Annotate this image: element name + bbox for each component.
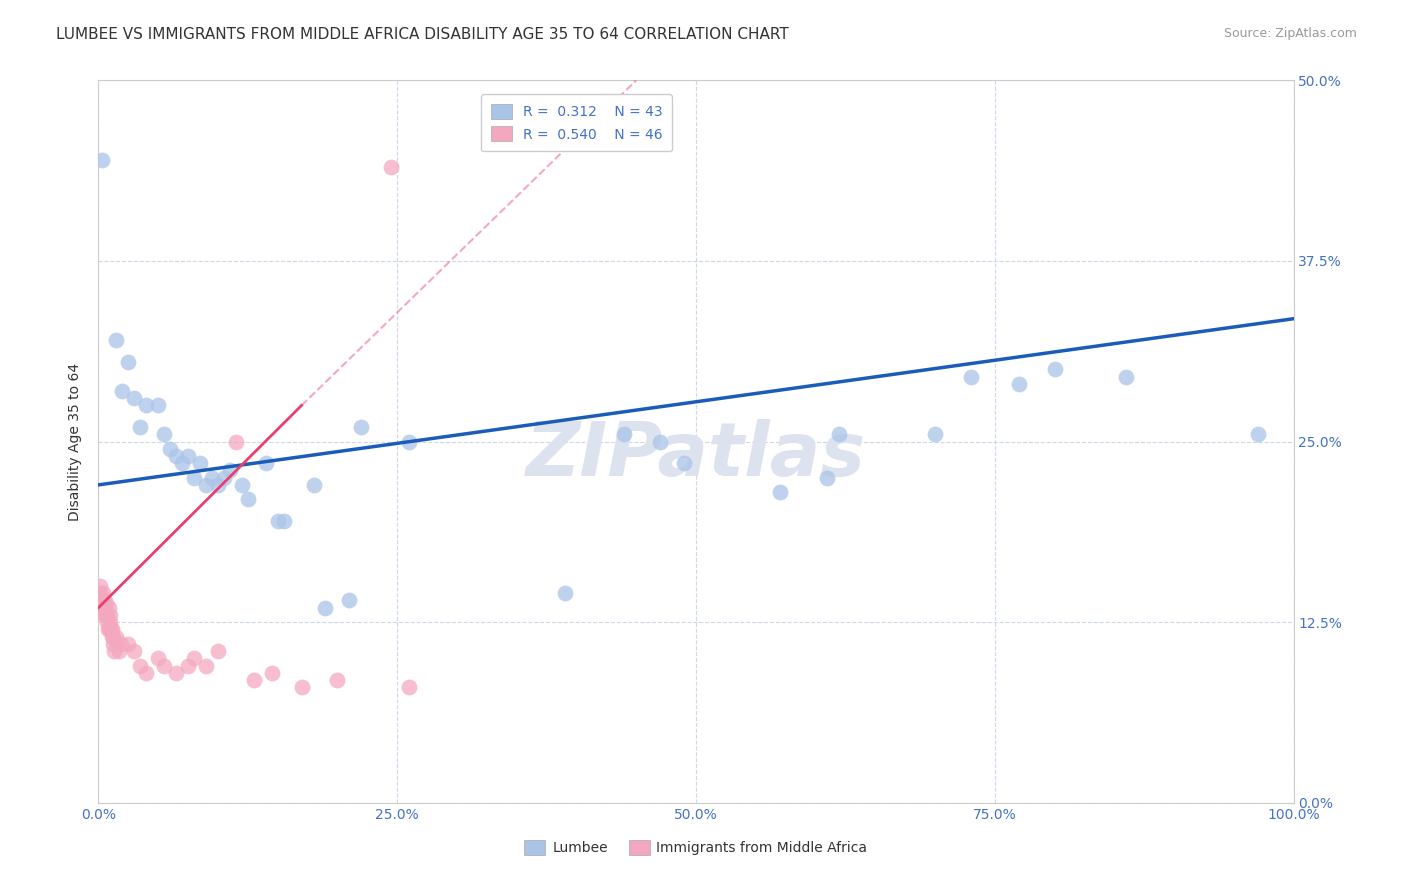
Point <box>90 596 112 610</box>
Point <box>273 514 295 528</box>
Point <box>291 680 314 694</box>
Point <box>135 398 157 412</box>
Point <box>380 160 402 174</box>
Point <box>96 607 118 622</box>
Point <box>177 658 200 673</box>
Point <box>159 442 181 456</box>
Point <box>172 456 194 470</box>
Point <box>90 593 112 607</box>
Point <box>177 449 200 463</box>
Point <box>1247 427 1270 442</box>
Point <box>148 651 170 665</box>
Point <box>105 630 128 644</box>
Point <box>124 391 146 405</box>
Point <box>129 658 152 673</box>
Point <box>135 665 157 680</box>
Point <box>769 485 792 500</box>
Point <box>97 623 120 637</box>
Point <box>960 369 983 384</box>
Point <box>1115 369 1137 384</box>
Point <box>93 607 115 622</box>
Point <box>165 449 187 463</box>
Point <box>613 427 636 442</box>
Point <box>350 420 373 434</box>
Point <box>91 591 114 605</box>
Point <box>243 673 266 687</box>
Point <box>219 463 242 477</box>
Point <box>124 644 146 658</box>
Point <box>94 600 117 615</box>
Point <box>398 680 420 694</box>
Point <box>111 384 134 398</box>
Point <box>1008 376 1031 391</box>
Point <box>89 579 111 593</box>
Point <box>183 651 205 665</box>
Point <box>817 471 839 485</box>
Point <box>212 471 235 485</box>
Point <box>183 471 205 485</box>
Point <box>148 398 170 412</box>
Point <box>195 658 218 673</box>
Point <box>254 456 277 470</box>
Point <box>554 586 576 600</box>
Point <box>153 427 176 442</box>
Point <box>302 478 325 492</box>
Point <box>153 658 176 673</box>
Text: LUMBEE VS IMMIGRANTS FROM MIDDLE AFRICA DISABILITY AGE 35 TO 64 CORRELATION CHAR: LUMBEE VS IMMIGRANTS FROM MIDDLE AFRICA … <box>56 27 789 42</box>
Point <box>110 637 132 651</box>
Point <box>100 623 122 637</box>
Point <box>105 334 128 348</box>
Point <box>96 596 118 610</box>
Point <box>91 153 114 167</box>
Point <box>1043 362 1066 376</box>
Point <box>107 644 129 658</box>
Point <box>207 478 229 492</box>
Point <box>339 593 361 607</box>
Point <box>236 492 259 507</box>
Point <box>117 355 139 369</box>
Point <box>225 434 247 449</box>
Point <box>207 644 229 658</box>
Point <box>91 600 114 615</box>
Point <box>117 637 139 651</box>
Point <box>260 665 283 680</box>
Point <box>93 593 115 607</box>
Point <box>101 623 124 637</box>
Point <box>828 427 851 442</box>
Point <box>101 637 124 651</box>
Point <box>326 673 349 687</box>
Point <box>201 471 224 485</box>
Point <box>650 434 672 449</box>
Point <box>89 586 111 600</box>
Point <box>98 623 121 637</box>
Point <box>96 615 118 630</box>
Point <box>315 600 337 615</box>
Point <box>129 420 152 434</box>
Point <box>94 607 117 622</box>
Point <box>267 514 290 528</box>
Text: ZIPatlas: ZIPatlas <box>526 419 866 492</box>
Point <box>188 456 211 470</box>
Point <box>398 434 420 449</box>
Point <box>103 644 125 658</box>
Legend: Lumbee, Immigrants from Middle Africa: Lumbee, Immigrants from Middle Africa <box>519 835 873 861</box>
Point <box>195 478 218 492</box>
Y-axis label: Disability Age 35 to 64: Disability Age 35 to 64 <box>69 362 83 521</box>
Point <box>231 478 253 492</box>
Point <box>165 665 187 680</box>
Point <box>98 607 122 622</box>
Point <box>91 586 114 600</box>
Point <box>97 600 120 615</box>
Point <box>103 630 125 644</box>
Point <box>924 427 946 442</box>
Text: Source: ZipAtlas.com: Source: ZipAtlas.com <box>1223 27 1357 40</box>
Point <box>100 630 122 644</box>
Point <box>98 615 121 630</box>
Point <box>673 456 696 470</box>
